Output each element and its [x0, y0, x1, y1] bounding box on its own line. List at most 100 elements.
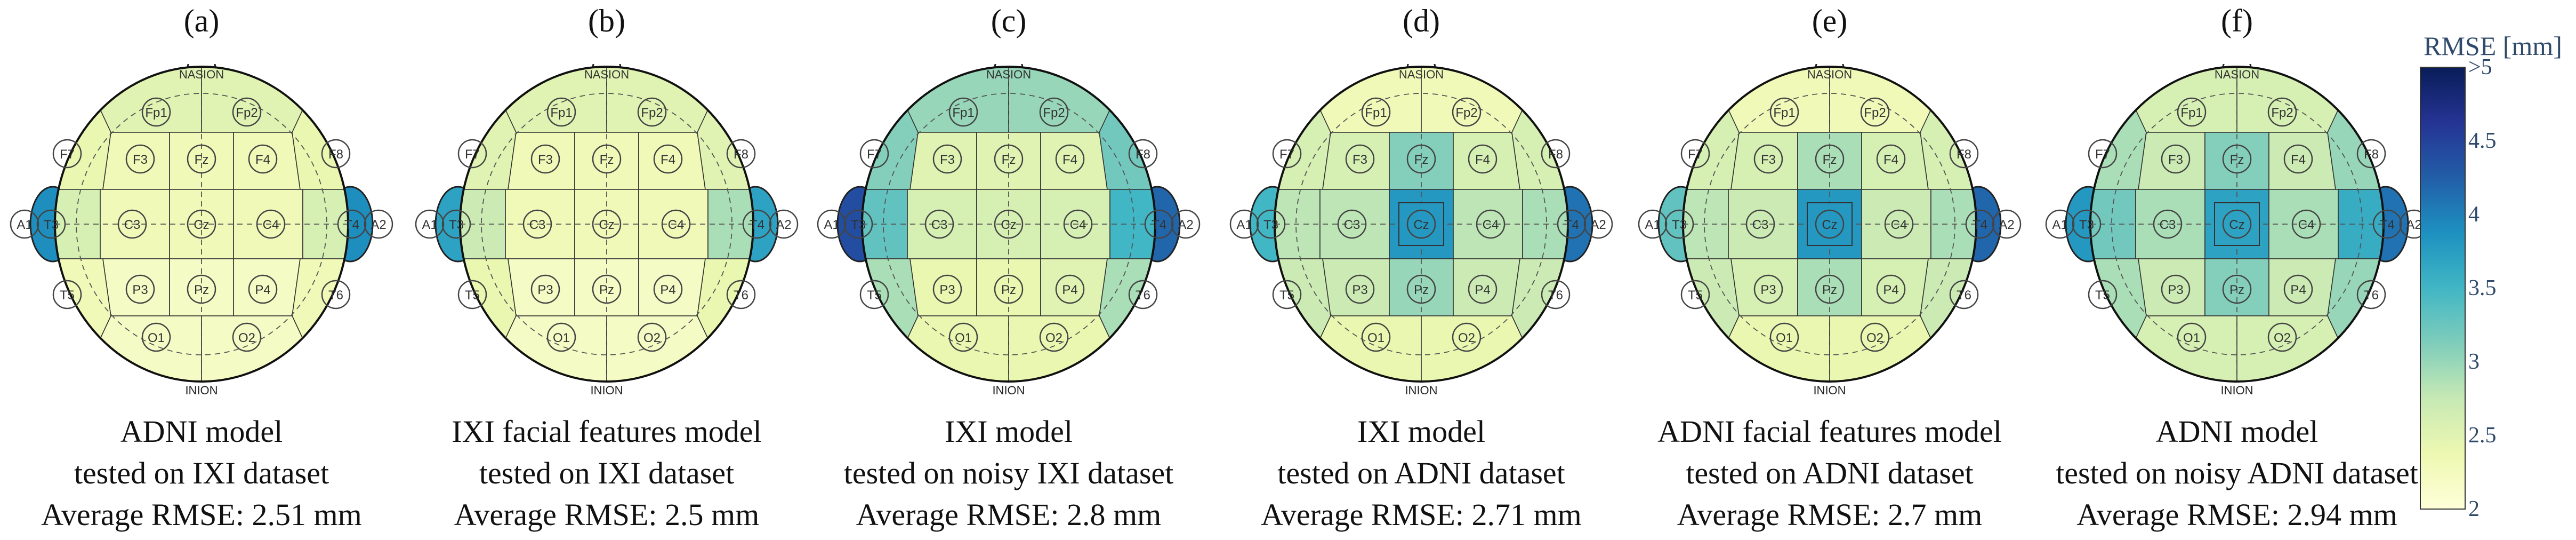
- electrode-fp1-marker: [141, 97, 171, 127]
- electrode-fp2-label: Fp2: [2271, 106, 2293, 120]
- electrode-fp2-marker: [637, 97, 667, 127]
- guide-ring: [76, 93, 327, 355]
- electrode-fz-label: Fz: [600, 153, 614, 167]
- electrode-f8-label: F8: [1957, 147, 1971, 162]
- electrode-t4-marker: [1965, 209, 1995, 239]
- electrode-c3-label: C3: [529, 218, 546, 232]
- electrode-c3-label: C3: [931, 218, 948, 232]
- electrode-t6-marker: [321, 280, 351, 309]
- region-t6: [1099, 258, 1155, 382]
- electrode-t5-marker: [1272, 280, 1302, 309]
- electrode-t6-marker: [1949, 280, 1979, 309]
- region-t6: [2327, 258, 2384, 382]
- electrode-f8-marker: [1541, 139, 1571, 169]
- electrode-p4-label: P4: [1883, 283, 1898, 297]
- electrode-p3-marker: [125, 274, 155, 304]
- guide-ring: [2111, 93, 2363, 355]
- nasion-label: NASION: [1807, 68, 1852, 81]
- electrode-p4-marker: [2283, 274, 2313, 304]
- electrode-pz-marker: [187, 274, 216, 304]
- electrode-f8-marker: [1128, 139, 1158, 169]
- region-t5: [862, 258, 919, 382]
- panel-letter: (c): [991, 3, 1027, 38]
- average-rmse-text: Average RMSE: 2.94 mm: [2076, 497, 2397, 532]
- electrode-t3-marker: [843, 209, 873, 239]
- electrode-t3-marker: [36, 209, 66, 239]
- inion-label: INION: [992, 384, 1025, 397]
- electrode-o2-label: O2: [1866, 331, 1883, 345]
- region-f8: [292, 67, 348, 190]
- electrode-cz-label: Cz: [1413, 218, 1429, 232]
- electrode-p3-label: P3: [1352, 283, 1367, 297]
- electrode-fz-label: Fz: [2230, 153, 2244, 167]
- electrode-fp1-label: Fp1: [145, 106, 167, 120]
- region-t5: [1275, 258, 1331, 382]
- nasion-label: NASION: [986, 68, 1031, 81]
- electrode-cz-marker: [994, 209, 1024, 239]
- electrode-c3-marker: [924, 209, 954, 239]
- electrode-a2-marker: [1171, 209, 1201, 239]
- head-map: Fp1 Fp2 F7 F3 Fz F4 F8 A1 T3 C3 Cz C4 T4 A2 T5 P3 Pz P4 T6…: [415, 64, 799, 397]
- electrode-fp2-label: Fp2: [1455, 106, 1477, 120]
- electrode-fp2-marker: [2267, 97, 2297, 127]
- electrode-p4-label: P4: [660, 283, 675, 297]
- electrode-t4-label: T4: [1564, 218, 1579, 232]
- electrode-c4-marker: [1884, 209, 1914, 239]
- caption-line: IXI facial features model: [452, 414, 762, 449]
- nasion-label: NASION: [584, 68, 629, 81]
- panel-caption: IXI facial features model tested on IXI d…: [388, 411, 825, 536]
- electrode-cz-label: Cz: [599, 218, 614, 232]
- electrode-o1-label: O1: [955, 331, 972, 345]
- region-f7: [55, 67, 111, 190]
- electrode-cz-marker: [592, 209, 622, 239]
- average-rmse-text: Average RMSE: 2.5 mm: [454, 497, 760, 532]
- electrode-p3-marker: [1345, 274, 1375, 304]
- caption-line: ADNI model: [2155, 414, 2319, 449]
- caption-line: tested on noisy IXI dataset: [843, 456, 1174, 490]
- electrode-t4-marker: [2372, 209, 2402, 239]
- region-t6: [697, 258, 753, 382]
- electrode-p3-label: P3: [2168, 283, 2183, 297]
- head-map: Fp1 Fp2 F7 F3 Fz F4 F8 A1 T3 C3 Cz C4 T4 A2 T5 P3 Pz P4 T6…: [1638, 64, 2022, 397]
- electrode-fp2-marker: [232, 97, 262, 127]
- electrode-fz-label: Fz: [1823, 153, 1837, 167]
- average-rmse-text: Average RMSE: 2.8 mm: [856, 497, 1162, 532]
- electrode-c4-marker: [256, 209, 286, 239]
- electrode-t5-label: T5: [60, 288, 75, 303]
- electrode-o2-marker: [1452, 322, 1482, 352]
- electrode-fp1-label: Fp1: [2180, 106, 2202, 120]
- region-f7: [1275, 67, 1331, 190]
- region-f8: [697, 67, 753, 190]
- guide-ring: [883, 93, 1134, 355]
- electrode-a1-label: A1: [17, 218, 32, 232]
- electrode-p3-label: P3: [537, 283, 553, 297]
- electrode-f3-label: F3: [940, 153, 955, 167]
- caption-line: tested on IXI dataset: [74, 456, 329, 490]
- electrode-t3-label: T3: [449, 218, 464, 232]
- electrode-fp1-label: Fp1: [550, 106, 572, 120]
- electrode-c4-marker: [1063, 209, 1093, 239]
- electrode-o1-label: O1: [2183, 331, 2200, 345]
- region-f7: [2090, 67, 2147, 190]
- electrode-c3-marker: [1337, 209, 1367, 239]
- region-t6: [292, 258, 348, 382]
- electrode-p4-marker: [1055, 274, 1085, 304]
- electrode-o2-marker: [637, 322, 667, 352]
- electrode-f3-label: F3: [1353, 153, 1367, 167]
- electrode-f4-marker: [248, 144, 278, 174]
- region-t4: [1109, 189, 1155, 259]
- electrode-f8-label: F8: [328, 147, 343, 162]
- caption-line: IXI model: [945, 414, 1073, 449]
- head-outline: [1682, 66, 1977, 383]
- electrode-t3-label: T3: [2079, 218, 2094, 232]
- electrode-f3-marker: [2161, 144, 2191, 174]
- nasion-label: NASION: [179, 68, 224, 81]
- electrode-c4-label: C4: [668, 218, 685, 232]
- electrode-p3-label: P3: [939, 283, 955, 297]
- region-t6: [1511, 258, 1568, 382]
- electrode-a2-marker: [769, 209, 799, 239]
- inion-label: INION: [185, 384, 218, 397]
- electrode-a1-marker: [817, 209, 847, 239]
- colorbar-svg: [2420, 67, 2466, 510]
- electrode-cz-marker: [2222, 209, 2252, 239]
